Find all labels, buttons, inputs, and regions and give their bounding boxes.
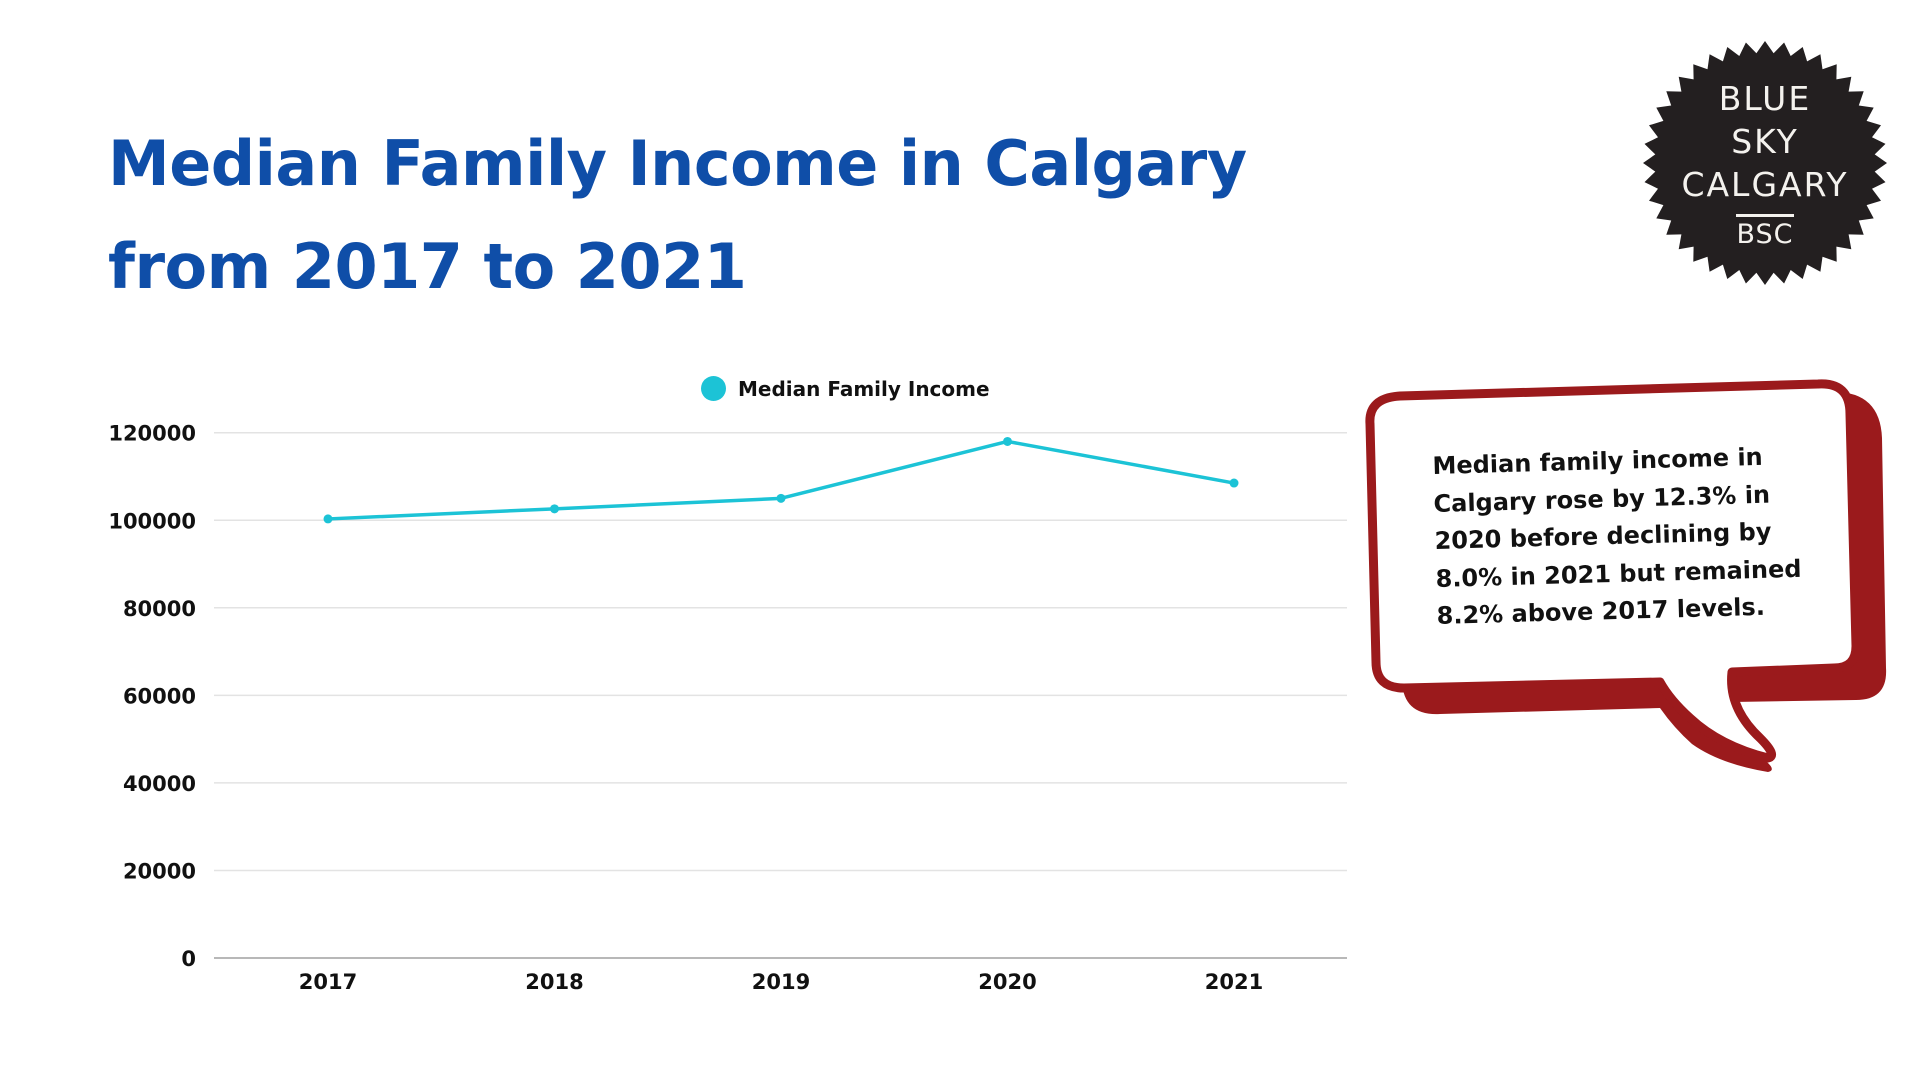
- y-tick-label: 20000: [123, 859, 196, 883]
- x-tick-label: 2020: [978, 970, 1036, 994]
- x-tick-label: 2021: [1205, 970, 1263, 994]
- y-tick-label: 120000: [108, 422, 196, 446]
- y-tick-label: 100000: [108, 509, 196, 533]
- y-tick-label: 0: [181, 947, 196, 971]
- seal-badge-icon: [1643, 41, 1887, 285]
- speech-bubble-icon: [1365, 379, 1887, 772]
- data-point[interactable]: [323, 514, 333, 524]
- y-tick-label: 60000: [123, 684, 196, 708]
- series-line: [326, 439, 1236, 521]
- blue-sky-calgary-logo: BLUE SKY CALGARY BSC: [1640, 38, 1890, 288]
- chart-legend: Median Family Income: [701, 376, 990, 401]
- legend-label: Median Family Income: [738, 376, 990, 401]
- chart-title-line-2: from 2017 to 2021: [108, 230, 747, 303]
- data-point[interactable]: [550, 504, 559, 514]
- logo-line-bsc: BSC: [1736, 213, 1794, 250]
- callout-text: Median family income in Calgary rose by …: [1432, 437, 1817, 635]
- legend-marker-icon: [701, 376, 726, 401]
- data-point[interactable]: [1229, 478, 1239, 488]
- logo-line-blue: BLUE: [1718, 78, 1812, 118]
- y-tick-label: 80000: [123, 597, 196, 621]
- chart-title: Median Family Income in Calgary from 201…: [108, 112, 1247, 318]
- x-axis-labels: 2017 2018 2019 2020 2021: [299, 970, 1263, 994]
- x-tick-label: 2018: [525, 970, 583, 994]
- chart-gridlines: [214, 431, 1347, 959]
- callout-speech-bubble: Median family income in Calgary rose by …: [1360, 378, 1920, 798]
- logo-line-sky: SKY: [1731, 121, 1799, 161]
- chart-title-line-1: Median Family Income in Calgary: [108, 127, 1247, 200]
- logo-text: BLUE SKY CALGARY BSC: [1640, 38, 1890, 288]
- x-tick-label: 2019: [752, 970, 810, 994]
- y-tick-label: 40000: [123, 772, 196, 796]
- logo-line-calgary: CALGARY: [1681, 164, 1849, 204]
- y-axis-labels: 0 20000 40000 60000 80000 100000 120000: [108, 422, 196, 971]
- series-median-family-income: [323, 436, 1239, 524]
- x-tick-label: 2017: [299, 970, 357, 994]
- data-point[interactable]: [776, 493, 786, 503]
- data-point[interactable]: [1003, 436, 1012, 446]
